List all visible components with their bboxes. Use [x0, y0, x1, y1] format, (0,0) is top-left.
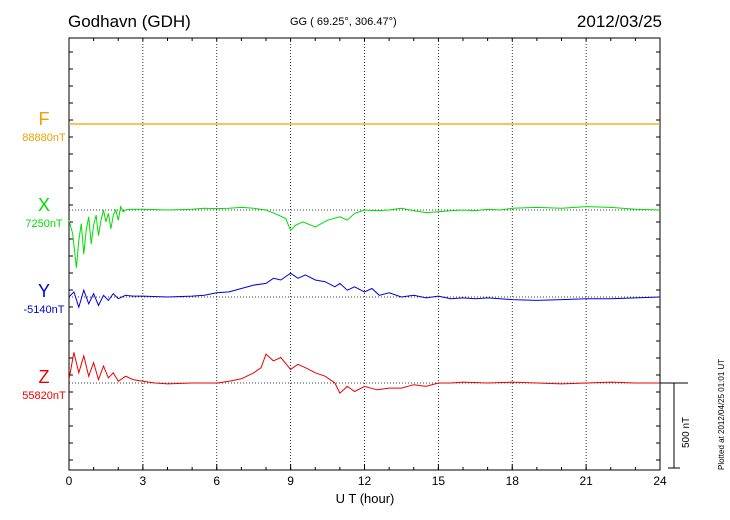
series-line-z: [68, 352, 660, 395]
x-tick-label: 0: [66, 474, 73, 488]
station-title: Godhavn (GDH): [68, 12, 191, 31]
x-tick-label: 12: [358, 474, 372, 488]
station-coordinates: GG ( 69.25°, 306.47°): [290, 16, 397, 28]
x-tick-label: 18: [506, 474, 520, 488]
series-baseline: -5140nT: [23, 304, 65, 316]
series-label-y: Y -5140nT: [14, 282, 74, 316]
series-name: X: [37, 195, 50, 215]
series-name: Z: [38, 367, 50, 387]
x-tick-label: 21: [579, 474, 593, 488]
series-label-f: F 88880nT: [14, 110, 74, 144]
series-line-y: [68, 272, 661, 309]
series-name: F: [38, 109, 50, 129]
series-name: Y: [37, 281, 50, 301]
series-label-z: Z 55820nT: [14, 368, 74, 402]
series-baseline: 55820nT: [22, 390, 66, 402]
x-tick-label: 24: [653, 474, 667, 488]
plot-date: 2012/03/25: [576, 12, 662, 31]
x-tick-label: 6: [213, 474, 220, 488]
series-line-x: [68, 205, 661, 268]
plotted-timestamp: Plotted at 2012/04/25 01:01 UT: [717, 358, 726, 470]
series-baseline: 7250nT: [25, 218, 63, 230]
scale-bar-label: 500 nT: [681, 416, 692, 448]
series-label-x: X 7250nT: [14, 196, 74, 230]
x-tick-label: 9: [287, 474, 294, 488]
x-tick-label: 3: [140, 474, 147, 488]
x-axis-label: U T (hour): [335, 491, 395, 506]
x-tick-label: 15: [432, 474, 446, 488]
series-baseline: 88880nT: [22, 132, 66, 144]
